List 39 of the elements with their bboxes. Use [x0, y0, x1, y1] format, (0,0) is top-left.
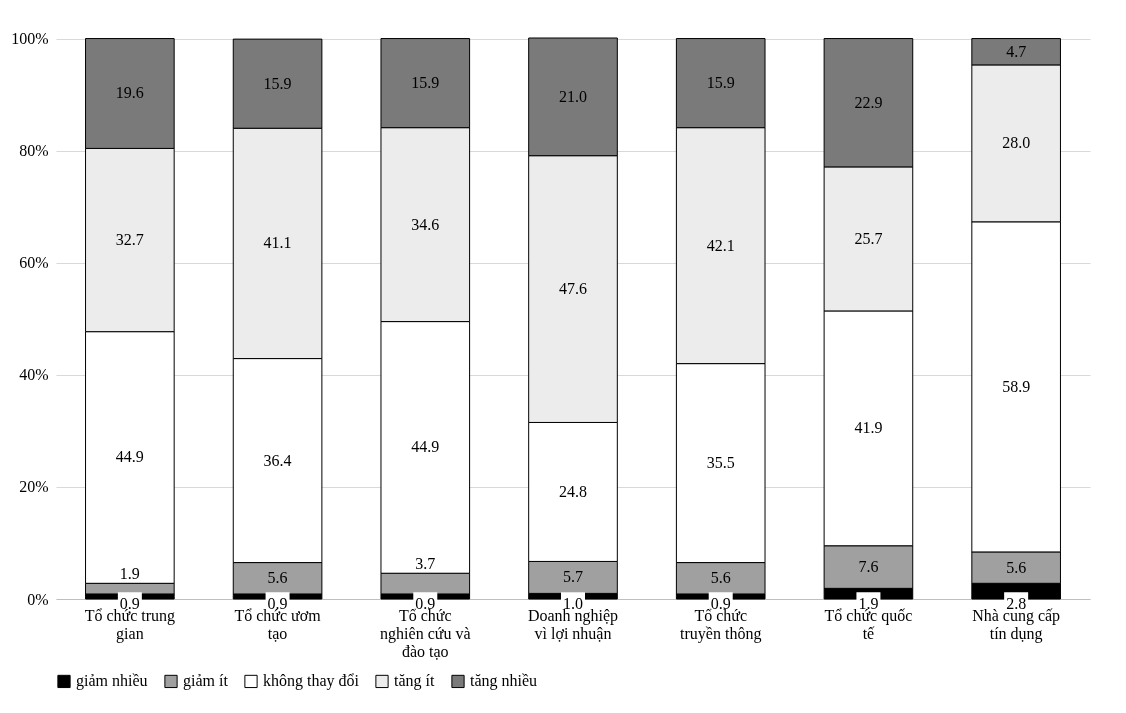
data-label: 5.6 — [710, 569, 731, 587]
data-label: 5.7 — [563, 568, 583, 586]
data-label: 21.0 — [559, 87, 587, 105]
data-label: 28.0 — [1002, 134, 1031, 152]
y-tick-label: 60% — [19, 254, 49, 272]
legend-label: không thay đổi — [263, 672, 360, 691]
y-tick-label: 0% — [27, 590, 49, 608]
data-label: 3.7 — [415, 555, 436, 573]
y-tick-label: 80% — [19, 142, 49, 160]
data-label: 41.1 — [263, 234, 292, 252]
data-label: 24.8 — [559, 482, 587, 500]
data-label: 15.9 — [411, 74, 440, 92]
legend-label: giảm nhiều — [76, 672, 148, 691]
y-tick-label: 100% — [11, 30, 49, 48]
data-label: 42.1 — [706, 236, 735, 254]
legend-label: tăng ít — [394, 672, 435, 691]
data-label: 34.6 — [411, 215, 440, 233]
data-label: 15.9 — [706, 74, 735, 92]
data-label: 41.9 — [854, 419, 883, 437]
data-label: 36.4 — [263, 451, 292, 469]
data-label: 58.9 — [1002, 377, 1031, 395]
data-label: 44.9 — [115, 448, 144, 466]
data-label: 25.7 — [854, 229, 883, 247]
data-label: 35.5 — [706, 454, 735, 472]
data-label: 7.6 — [858, 558, 879, 576]
y-tick-label: 20% — [19, 478, 49, 496]
data-label: 5.6 — [1006, 558, 1027, 576]
data-label: 19.6 — [115, 84, 144, 102]
data-label: 22.9 — [854, 93, 883, 111]
data-label: 32.7 — [115, 231, 144, 249]
y-tick-label: 40% — [19, 366, 49, 384]
legend-label: tăng nhiều — [470, 672, 538, 691]
legend-label: giảm ít — [183, 672, 229, 691]
data-label: 5.6 — [267, 569, 288, 587]
data-label: 47.6 — [559, 280, 587, 298]
data-label: 44.9 — [411, 438, 440, 456]
data-label: 4.7 — [1006, 42, 1027, 60]
data-label: 1.9 — [119, 565, 140, 583]
data-label: 15.9 — [263, 74, 292, 92]
